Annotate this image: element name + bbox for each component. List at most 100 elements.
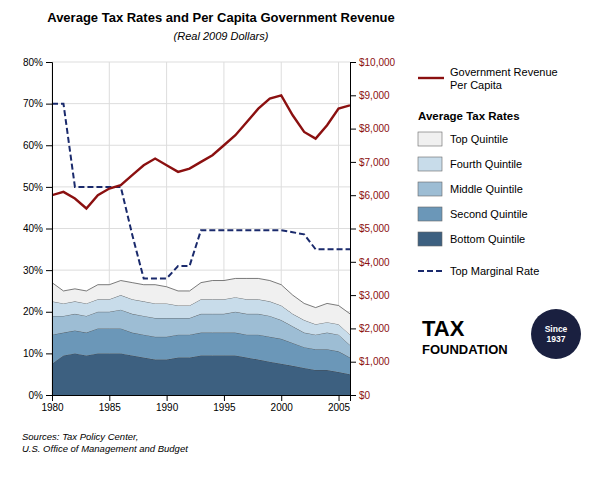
tick-mark [350,229,356,230]
tick: 2005 [328,395,351,413]
tick-mark [46,145,52,146]
legend-swatch [418,232,442,246]
tick: 1995 [213,395,236,413]
tick-label: 0% [29,390,44,401]
tick: $8,000 [350,123,390,134]
tick: $9,000 [350,90,390,101]
tick: 1980 [41,395,64,413]
tick-label: $5,000 [359,223,390,234]
tick-mark [350,95,356,96]
legend-label: Fourth Quintile [450,158,522,170]
tick-label: $0 [359,390,371,401]
legend-swatch [418,77,444,79]
legend-label-line: Government Revenue [450,66,558,78]
grid-line-y [52,103,350,104]
logo-badge-line: 1937 [547,334,566,344]
axis-line [46,63,53,396]
tick-mark [350,395,356,396]
legend-label-line: Per Capita [450,79,503,91]
legend-label: Government RevenuePer Capita [450,66,558,91]
grid-line-y [52,62,350,63]
legend-label: Middle Quintile [450,183,523,195]
legend-label: Top Quintile [450,133,508,145]
tick-mark [46,353,52,354]
tick: $5,000 [350,223,390,234]
tick-mark [109,395,110,401]
tick-label: 2000 [271,402,294,413]
grid-line-y [52,228,350,229]
tick: $0 [350,390,371,401]
tick-mark [46,229,52,230]
tick-label: $10,000 [359,57,396,68]
grid-line-y [52,145,350,146]
tick-label: 1985 [99,402,122,413]
tick-label: 20% [23,306,43,317]
tick-label: 1995 [213,402,236,413]
legend: Government RevenuePer Capita Average Tax … [418,66,558,278]
tick-mark [350,195,356,196]
tick-label: $9,000 [359,90,390,101]
legend-swatch [418,157,442,171]
legend-swatch [418,182,442,196]
tick: $7,000 [350,157,390,168]
grid [52,62,350,395]
y-axis: 0% 10% 20% 30% 40% 50% 60% 70% 80% [23,57,53,401]
tick: 20% [23,306,52,317]
chart: Average Tax Rates and Per Capita Governm… [0,0,600,479]
logo: TAXFOUNDATIONSince1937 [422,309,581,359]
tick-label: $6,000 [359,190,390,201]
axis-line [53,396,351,402]
tick: 0% [29,390,52,401]
legend-swatch [418,132,442,146]
tick-mark [224,395,225,401]
tick-mark [46,187,52,188]
tick: 60% [23,140,52,151]
axis-line [351,63,357,396]
tick-label: 40% [23,223,43,234]
tick-label: 50% [23,182,43,193]
tick-label: $7,000 [359,157,390,168]
tick: 2000 [271,395,294,413]
tick-mark [167,395,168,401]
logo-badge-line: Since [545,324,568,334]
tick-label: $8,000 [359,123,390,134]
tick: 80% [23,57,52,68]
tick-mark [350,62,356,63]
source: Sources: Tax Policy Center,U.S. Office o… [22,431,188,454]
tick-label: $2,000 [359,323,390,334]
tick-mark [281,395,282,401]
y2-axis: $0 $1,000 $2,000 $3,000 $4,000 $5,000 $6,000 $7… [350,57,396,401]
line [52,104,350,279]
legend-label: Top Marginal Rate [450,265,539,277]
legend-label: Bottom Quintile [450,233,525,245]
title: Average Tax Rates and Per Capita Governm… [47,10,395,25]
tick: $4,000 [350,257,390,268]
tick: 50% [23,182,52,193]
tick-label: $1,000 [359,356,390,367]
tick: $3,000 [350,290,390,301]
tick: $1,000 [350,356,390,367]
source-line: U.S. Office of Management and Budget [22,443,188,454]
logo-circle [531,309,581,359]
subtitle: (Real 2009 Dollars) [174,30,269,42]
tick-mark [350,129,356,130]
tick-label: $3,000 [359,290,390,301]
area [52,278,350,334]
tick: 30% [23,265,52,276]
tick-label: 60% [23,140,43,151]
tick: 10% [23,348,52,359]
tick: 40% [23,223,52,234]
logo-text: TAX [422,316,465,341]
tick-label: 1990 [156,402,179,413]
tick: 70% [23,98,52,109]
tick-label: 2005 [328,402,351,413]
tick-mark [350,362,356,363]
tick-mark [350,295,356,296]
legend-heading: Average Tax Rates [418,110,520,122]
area-boundary [52,278,350,313]
tick-mark [46,270,52,271]
legend-label: Second Quintile [450,208,528,220]
tick: 1990 [156,395,179,413]
source-line: Sources: Tax Policy Center, [22,431,138,442]
tick-label: 1980 [41,402,64,413]
